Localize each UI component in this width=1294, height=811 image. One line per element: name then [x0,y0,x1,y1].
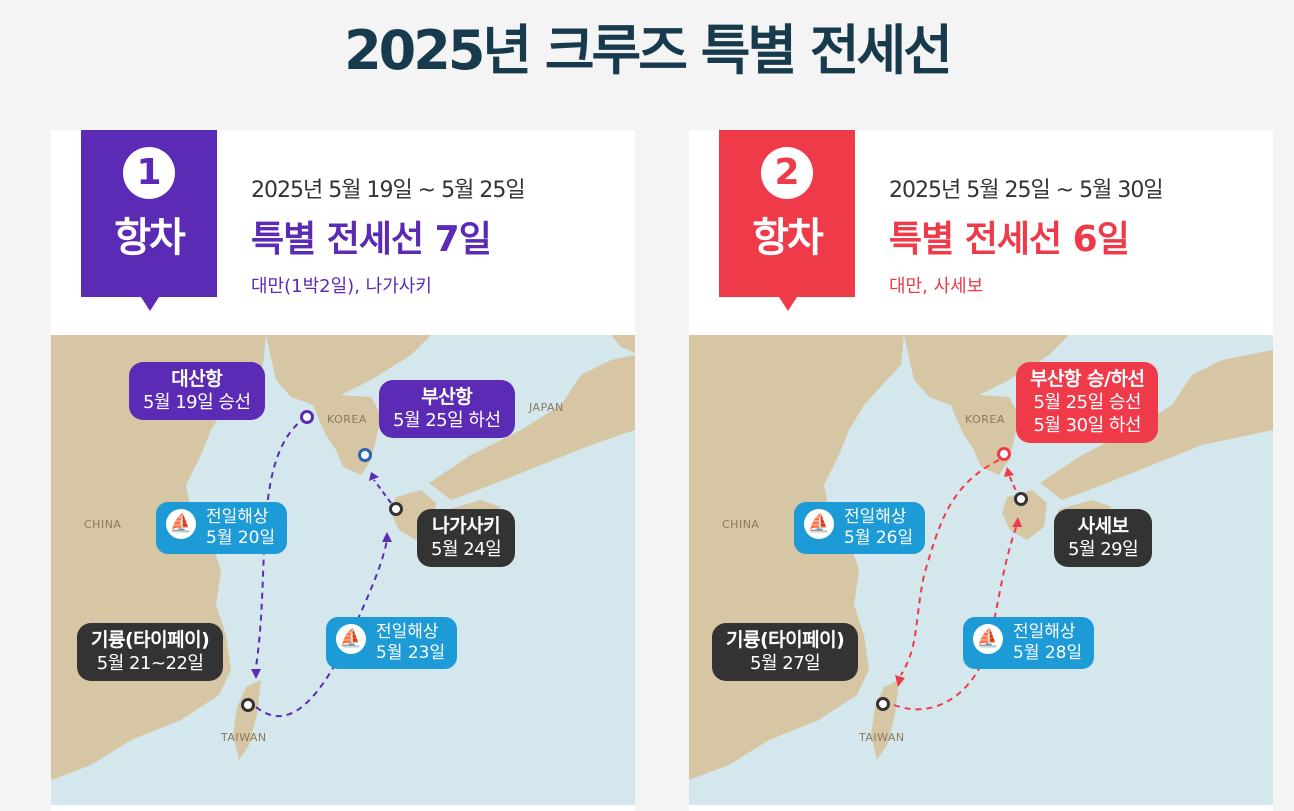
page-title: 2025년 크루즈 특별 전세선 [344,19,953,82]
sea-day-2: ⛵ 전일해상 5월 28일 [963,617,1095,669]
voyage-info-1: 2025년 5월 19일 ~ 5월 25일 특별 전세선 7일 대만(1박2일)… [251,172,526,298]
label-korea: KOREA [327,413,367,426]
sea-day-1: ⛵ 전일해상 5월 26일 [794,502,926,554]
stop-date: 5월 29일 [1068,539,1139,560]
stop-name: 부산항 승/하선 [1030,368,1145,390]
voyage-dates-1: 2025년 5월 19일 ~ 5월 25일 [251,178,526,203]
port-pin-busan [358,448,372,462]
voyage-number-2: 2 [761,147,813,199]
port-pin-sasebo [1014,492,1028,506]
sea-day-label: 전일해상 [206,507,269,527]
stop-name: 부산항 [421,386,473,408]
voyage-info-2: 2025년 5월 25일 ~ 5월 30일 특별 전세선 6일 대만, 사세보 [889,172,1164,298]
label-china: CHINA [84,518,122,531]
sea-day-2: ⛵ 전일해상 5월 23일 [326,617,458,669]
voyage-ports-2: 대만, 사세보 [889,276,984,297]
label-taiwan: TAIWAN [221,731,267,744]
sea-day-date: 5월 26일 [844,528,914,548]
stop-busan: 부산항 5월 25일 하선 [379,380,515,438]
voyage-card-2: 2 항차 2025년 5월 25일 ~ 5월 30일 특별 전세선 6일 대만,… [689,130,1273,811]
voyage-number-1: 1 [123,147,175,199]
route-map-1: KOREA JAPAN CHINA TAIWAN 대산항 5월 19일 승선 부… [51,335,635,805]
label-korea: KOREA [965,413,1005,426]
port-pin-keelung [241,698,255,712]
stop-date: 5월 21~22일 [96,653,204,674]
map-land-2 [689,335,1273,780]
stop-date: 5월 24일 [431,539,502,560]
sea-day-label: 전일해상 [1013,622,1076,642]
stop-name: 기륭(타이페이) [91,629,210,651]
stop-date: 5월 27일 [750,653,821,674]
voyage-headline-1: 특별 전세선 7일 [251,219,492,260]
voyage-badge-2: 2 항차 [719,130,855,311]
voyage-label-1: 항차 [114,215,186,261]
voyage-dates-2: 2025년 5월 25일 ~ 5월 30일 [889,178,1164,203]
stop-name: 기륭(타이페이) [726,629,845,651]
stop-keelung: 기륭(타이페이) 5월 21~22일 [77,623,224,681]
voyage-card-1: 1 항차 2025년 5월 19일 ~ 5월 25일 특별 전세선 7일 대만(… [51,130,635,811]
port-pin-busan [997,447,1011,461]
label-japan: JAPAN [529,401,564,414]
cruise-ship-icon: ⛵ [804,509,834,539]
stop-name: 대산항 [171,368,223,390]
sea-day-label: 전일해상 [844,507,907,527]
voyage-headline-2: 특별 전세선 6일 [889,219,1130,260]
port-pin-daesan [300,410,314,424]
stop-date: 5월 25일 하선 [393,410,501,431]
cruise-ship-icon: ⛵ [336,624,366,654]
stop-date-2: 5월 30일 하선 [1033,415,1141,436]
cruise-ship-icon: ⛵ [973,624,1003,654]
stop-sasebo: 사세보 5월 29일 [1054,509,1153,567]
stop-date: 5월 25일 승선 [1033,392,1141,413]
route-map-2: KOREA CHINA TAIWAN 부산항 승/하선 5월 25일 승선 5월… [689,335,1273,805]
sea-day-date: 5월 20일 [206,528,276,548]
stop-date: 5월 19일 승선 [143,392,251,413]
stop-busan: 부산항 승/하선 5월 25일 승선 5월 30일 하선 [1016,362,1159,443]
sea-day-date: 5월 23일 [376,643,446,663]
stop-daesan: 대산항 5월 19일 승선 [129,362,265,420]
stop-keelung: 기륭(타이페이) 5월 27일 [712,623,859,681]
stop-name: 사세보 [1077,515,1129,537]
sea-day-1: ⛵ 전일해상 5월 20일 [156,502,288,554]
label-taiwan: TAIWAN [859,731,905,744]
cruise-ship-icon: ⛵ [166,509,196,539]
stop-name: 나가사키 [432,515,501,537]
sea-day-date: 5월 28일 [1013,643,1083,663]
port-pin-keelung [876,697,890,711]
voyage-label-2: 항차 [752,215,824,261]
stop-nagasaki: 나가사키 5월 24일 [417,509,516,567]
voyage-ports-1: 대만(1박2일), 나가사키 [251,276,432,297]
port-pin-nagasaki [389,502,403,516]
label-china: CHINA [722,518,760,531]
voyage-badge-1: 1 항차 [81,130,217,311]
sea-day-label: 전일해상 [376,622,439,642]
